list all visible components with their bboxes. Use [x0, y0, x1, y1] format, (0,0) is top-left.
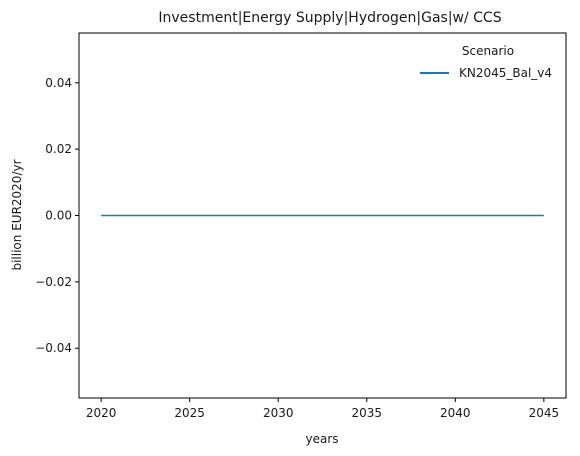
x-tick-label: 2030 [263, 406, 294, 420]
x-axis-label: years [305, 432, 338, 446]
y-tick-label: 0.02 [45, 142, 72, 156]
x-tick-label: 2020 [86, 406, 117, 420]
chart-title: Investment|Energy Supply|Hydrogen|Gas|w/… [158, 10, 501, 26]
legend-title: Scenario [462, 44, 514, 58]
y-tick-label: 0.04 [45, 76, 72, 90]
y-axis-ticks: −0.04 −0.02 0.00 0.02 0.04 [35, 76, 79, 355]
x-axis-ticks: 2020 2025 2030 2035 2040 2045 [86, 398, 559, 420]
x-tick-label: 2045 [529, 406, 560, 420]
x-tick-label: 2025 [174, 406, 205, 420]
y-axis-label: billion EUR2020/yr [10, 159, 24, 270]
y-tick-label: 0.00 [45, 209, 72, 223]
legend: Scenario KN2045_Bal_v4 [420, 44, 552, 80]
axes-frame [78, 32, 567, 399]
y-tick-label: −0.04 [35, 341, 72, 355]
legend-label: KN2045_Bal_v4 [459, 66, 552, 80]
x-tick-label: 2035 [351, 406, 382, 420]
y-tick-label: −0.02 [35, 275, 72, 289]
x-tick-label: 2040 [440, 406, 471, 420]
